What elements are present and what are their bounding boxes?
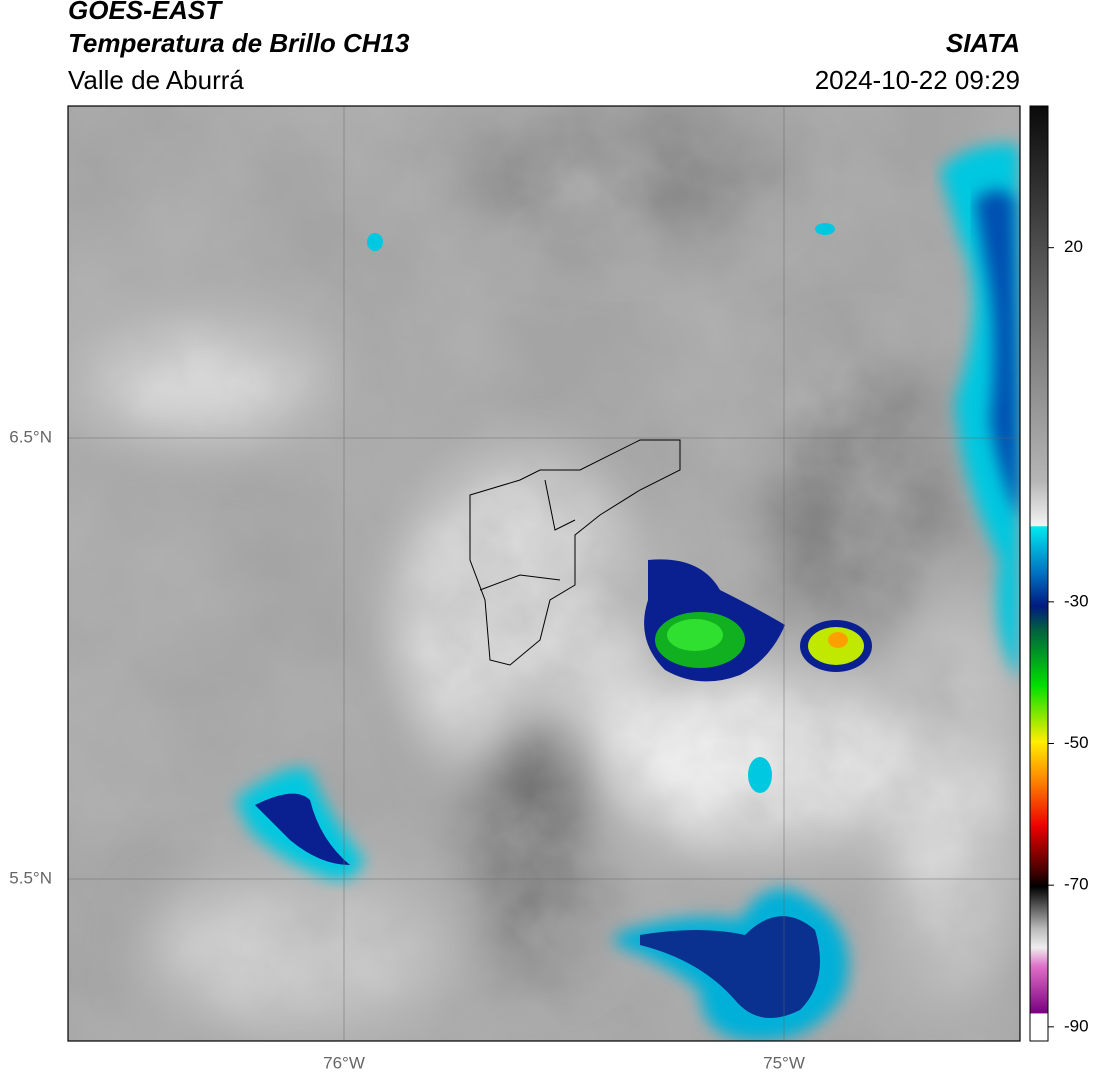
cold-cloud-tops	[235, 144, 1020, 1041]
source: SIATA	[946, 28, 1020, 58]
map-frame	[67, 105, 1021, 1042]
lat-label: 6.5°N	[9, 427, 52, 446]
valley-boundary	[469, 439, 681, 666]
colorbar	[1029, 105, 1049, 1042]
colorbar-tick-label: -50	[1064, 733, 1089, 752]
colorbar-ticks: 20 -30 -50 -70 -90	[1048, 237, 1089, 1035]
lon-label: 76°W	[323, 1053, 365, 1072]
product: Temperatura de Brillo CH13	[68, 28, 410, 58]
colorbar-tick-label: 20	[1064, 237, 1083, 256]
colorbar-tick-label: -70	[1064, 875, 1089, 894]
satellite-image	[68, 106, 1020, 1041]
graticule	[68, 106, 1020, 1041]
lat-label: 5.5°N	[9, 868, 52, 887]
colorbar-tick-label: -30	[1064, 591, 1089, 610]
region: Valle de Aburrá	[68, 65, 244, 95]
satellite: GOES-EAST	[68, 0, 223, 25]
datetime: 2024-10-22 09:29	[815, 65, 1020, 95]
colorbar-tick-label: -90	[1064, 1016, 1089, 1035]
lon-label: 75°W	[763, 1053, 805, 1072]
